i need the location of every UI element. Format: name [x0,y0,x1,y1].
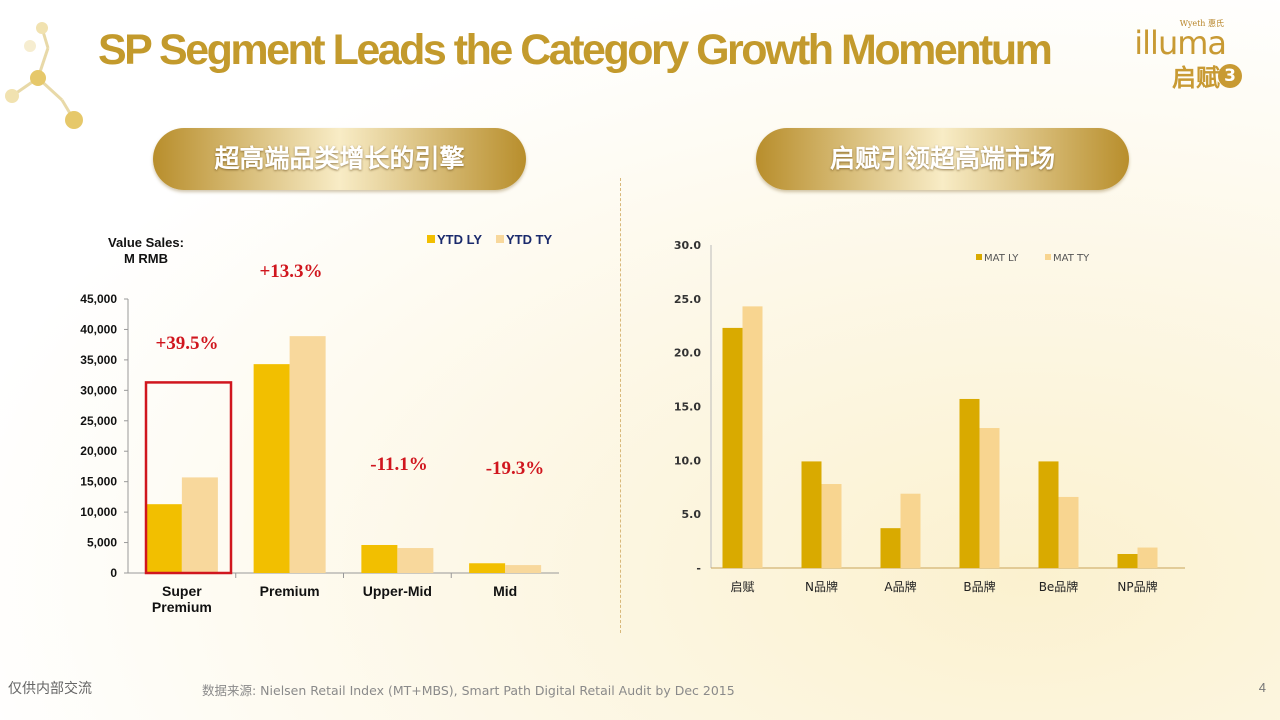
bar-mat-ly [1117,554,1138,568]
category-label: A品牌 [884,580,916,594]
growth-label: +39.5% [155,333,218,354]
category-label: Premium [260,583,320,599]
y-tick-label: 20,000 [80,444,117,458]
segment-sales-chart: Value Sales:M RMB 0 5,000 10,000 15,000 20,00… [80,232,559,615]
category-label: NP品牌 [1117,580,1157,594]
bar-mat-ly [959,398,980,568]
y-axis-label: Value Sales: [108,235,184,250]
y-tick-label: 10,000 [80,505,117,519]
legend-label: MAT LY [984,253,1019,264]
bar-mat-ly [722,327,743,568]
brand-cn-name: 启赋 [1172,64,1220,92]
legend-label: MAT TY [1053,253,1090,264]
data-source-note: 数据来源: Nielsen Retail Index (MT+MBS), Sma… [202,683,735,698]
y-tick-label: 0 [110,566,117,580]
y-tick-label: 25,000 [80,414,117,428]
y-tick-label: 35,000 [80,353,117,367]
growth-label: +13.3% [259,261,322,282]
category-label: Be品牌 [1039,580,1079,594]
brand-wordmark: illuma [1134,24,1227,62]
stage-badge: 3 [1218,64,1242,88]
bar-mat-ty [900,493,921,568]
maker-mark: Wyeth 惠氏 [1179,19,1224,28]
page-number: 4 [1258,680,1266,695]
y-axis-label: M RMB [124,251,168,266]
legend-swatch [976,254,982,260]
category-label: N品牌 [805,580,838,594]
y-tick-label: 45,000 [80,292,117,306]
category-label: Mid [493,583,517,599]
category-label: Super [162,583,202,599]
y-tick-label: 30.0 [674,239,701,252]
y-tick-label: - [696,562,701,575]
bar-mat-ly [801,461,822,568]
category-label: Upper-Mid [363,583,432,599]
bar-ly [253,364,290,573]
y-tick-label: 40,000 [80,322,117,336]
page-title: SP Segment Leads the Category Growth Mom… [98,26,1053,74]
bar-mat-ty [1137,547,1158,568]
bar-mat-ty [1058,496,1079,568]
bar-ty [397,548,434,573]
bar-ty [505,565,542,573]
y-tick-label: 5.0 [682,508,702,521]
y-tick-label: 30,000 [80,383,117,397]
bar-ly [361,544,398,573]
y-tick-label: 20.0 [674,347,701,360]
y-tick-label: 25.0 [674,293,701,306]
y-tick-label: 15,000 [80,475,117,489]
bar-ty [181,477,218,573]
bar-mat-ty [979,428,1000,568]
legend-swatch [427,235,435,243]
brand-logo: Wyeth 惠氏 illuma 启赋 3 [1134,18,1246,92]
molecule-decoration [5,22,83,129]
y-tick-label: 5,000 [87,536,117,550]
bar-mat-ly [1038,461,1059,568]
bar-ly [469,563,506,573]
category-label: B品牌 [963,580,995,594]
category-label: Premium [152,599,212,615]
section-divider [620,178,621,633]
legend-label: YTD LY [437,232,482,247]
y-tick-label: 10.0 [674,454,701,467]
bar-mat-ty [742,306,763,568]
highlight-box [144,381,233,575]
bar-ty [289,336,326,573]
legend-swatch [1045,254,1051,260]
bar-mat-ty [821,484,842,568]
category-label: 启赋 [730,580,754,594]
bar-mat-ly [880,528,901,568]
y-tick-label: 15.0 [674,401,701,414]
growth-label: -19.3% [486,458,545,479]
growth-label: -11.1% [370,454,428,475]
bar-ly [145,504,182,573]
legend-swatch [496,235,504,243]
brand-share-chart: - 5.0 10.0 15.0 20.0 25.0 30.0 启赋 N品牌 A品牌 B品牌 Be品牌 N… [674,239,1185,594]
legend-label: YTD TY [506,232,553,247]
internal-use-note: 仅供内部交流 [8,681,92,697]
left-section-header: 超高端品类增长的引擎 [153,128,526,190]
right-section-header: 启赋引领超高端市场 [756,128,1129,190]
